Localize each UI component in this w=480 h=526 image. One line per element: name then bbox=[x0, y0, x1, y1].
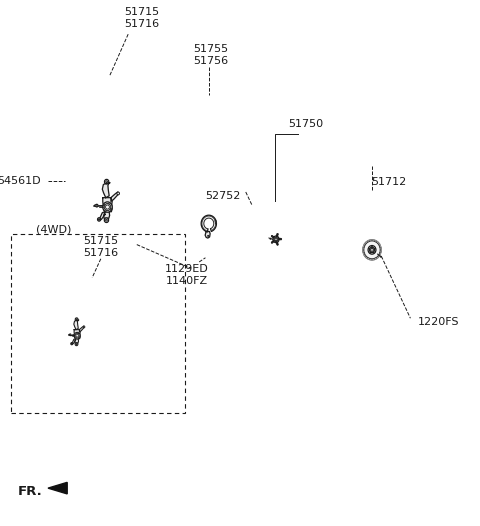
Circle shape bbox=[106, 181, 108, 183]
Circle shape bbox=[79, 337, 80, 338]
Circle shape bbox=[104, 204, 111, 210]
Circle shape bbox=[105, 210, 107, 211]
Circle shape bbox=[275, 238, 277, 240]
Circle shape bbox=[117, 192, 120, 195]
Text: 51755
51756: 51755 51756 bbox=[193, 44, 229, 66]
Circle shape bbox=[97, 218, 101, 221]
Circle shape bbox=[108, 203, 110, 204]
Circle shape bbox=[103, 202, 112, 212]
Polygon shape bbox=[74, 330, 80, 339]
Circle shape bbox=[96, 204, 98, 207]
Circle shape bbox=[374, 248, 375, 249]
Circle shape bbox=[69, 334, 70, 336]
Circle shape bbox=[71, 342, 73, 345]
Circle shape bbox=[104, 204, 105, 206]
Circle shape bbox=[76, 319, 77, 320]
Polygon shape bbox=[201, 215, 216, 232]
Circle shape bbox=[75, 342, 78, 346]
Circle shape bbox=[95, 205, 96, 207]
Circle shape bbox=[274, 237, 278, 241]
Polygon shape bbox=[363, 240, 381, 260]
Text: 51712: 51712 bbox=[371, 177, 407, 187]
Polygon shape bbox=[48, 482, 67, 494]
Circle shape bbox=[277, 244, 278, 245]
Polygon shape bbox=[205, 231, 210, 238]
Circle shape bbox=[83, 326, 85, 328]
Text: (4WD): (4WD) bbox=[36, 224, 72, 234]
Circle shape bbox=[75, 333, 79, 338]
Circle shape bbox=[280, 239, 281, 240]
Circle shape bbox=[272, 242, 273, 243]
Polygon shape bbox=[99, 212, 105, 220]
Circle shape bbox=[110, 208, 111, 210]
Text: 1129ED
1140FZ: 1129ED 1140FZ bbox=[165, 264, 209, 286]
Polygon shape bbox=[79, 326, 84, 332]
Circle shape bbox=[106, 219, 108, 221]
Text: 51750: 51750 bbox=[288, 119, 324, 129]
Circle shape bbox=[74, 332, 80, 339]
Text: 51715
51716: 51715 51716 bbox=[83, 236, 119, 258]
Circle shape bbox=[208, 235, 209, 237]
Circle shape bbox=[76, 343, 77, 345]
Text: FR.: FR. bbox=[18, 485, 43, 498]
Circle shape bbox=[78, 333, 79, 334]
Polygon shape bbox=[74, 320, 79, 330]
Circle shape bbox=[104, 218, 108, 222]
Bar bbox=[215, 220, 216, 224]
Circle shape bbox=[273, 236, 279, 242]
Polygon shape bbox=[103, 198, 112, 212]
Circle shape bbox=[370, 247, 374, 252]
Polygon shape bbox=[75, 339, 79, 343]
Polygon shape bbox=[102, 183, 110, 198]
Circle shape bbox=[270, 238, 271, 239]
Polygon shape bbox=[111, 192, 118, 201]
Circle shape bbox=[363, 240, 381, 260]
Circle shape bbox=[371, 248, 373, 251]
Circle shape bbox=[105, 179, 109, 184]
Circle shape bbox=[98, 219, 100, 220]
Polygon shape bbox=[72, 339, 75, 344]
Circle shape bbox=[70, 334, 71, 336]
Text: 51715
51716: 51715 51716 bbox=[124, 7, 159, 29]
Circle shape bbox=[277, 234, 278, 235]
Circle shape bbox=[368, 246, 376, 254]
Circle shape bbox=[370, 251, 371, 252]
Circle shape bbox=[272, 236, 273, 237]
Text: 1220FS: 1220FS bbox=[418, 317, 459, 327]
Circle shape bbox=[76, 335, 78, 337]
Text: 52752: 52752 bbox=[205, 190, 241, 201]
Circle shape bbox=[106, 205, 109, 209]
Text: 54561D: 54561D bbox=[0, 176, 41, 187]
Circle shape bbox=[381, 256, 382, 257]
Circle shape bbox=[369, 248, 370, 249]
Polygon shape bbox=[104, 212, 109, 218]
Circle shape bbox=[75, 318, 78, 321]
Circle shape bbox=[373, 251, 374, 252]
Bar bbox=[11, 234, 185, 413]
